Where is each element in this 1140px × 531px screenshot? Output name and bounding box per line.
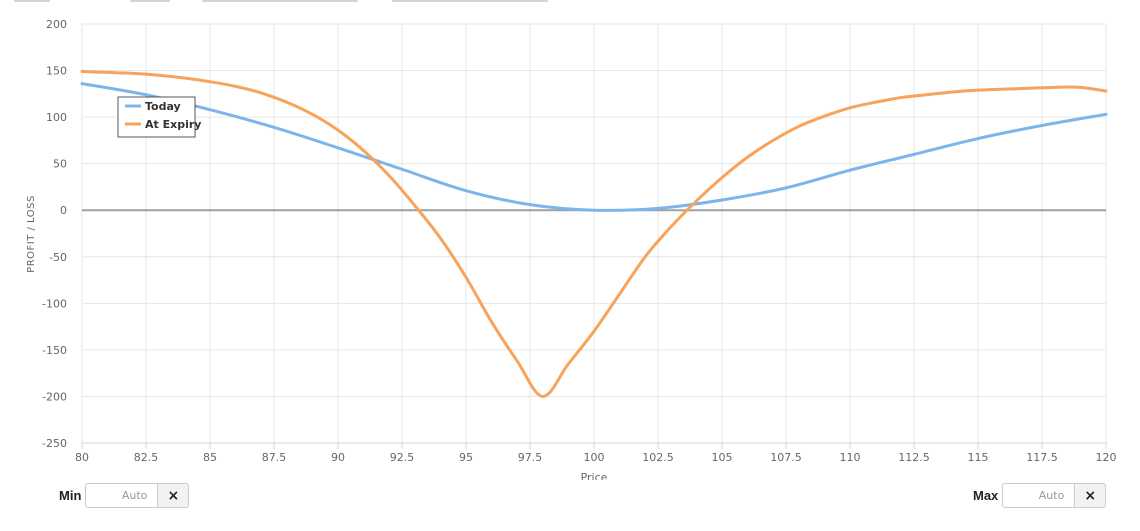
legend-item-today[interactable]: Today bbox=[145, 100, 181, 113]
max-label: Max bbox=[973, 488, 999, 503]
top-tabs bbox=[0, 0, 1140, 4]
max-input[interactable] bbox=[1002, 483, 1075, 508]
x-tick-label: 97.5 bbox=[518, 451, 543, 464]
series-line-at-expiry[interactable] bbox=[80, 69, 1108, 398]
y-tick-label: 100 bbox=[46, 111, 67, 124]
x-tick-label: 112.5 bbox=[898, 451, 930, 464]
y-tick-label: -150 bbox=[42, 344, 67, 357]
x-tick-label: 110 bbox=[840, 451, 861, 464]
min-label: Min bbox=[59, 488, 82, 503]
x-tick-label: 120 bbox=[1096, 451, 1117, 464]
max-clear-button[interactable]: × bbox=[1074, 483, 1107, 508]
x-tick-label: 95 bbox=[459, 451, 473, 464]
y-tick-label: 50 bbox=[53, 158, 67, 171]
x-tick-label: 100 bbox=[584, 451, 605, 464]
y-tick-label: -200 bbox=[42, 390, 67, 403]
x-tick-label: 80 bbox=[75, 451, 89, 464]
series-layer bbox=[80, 69, 1108, 398]
x-tick-label: 102.5 bbox=[642, 451, 674, 464]
x-tick-label: 87.5 bbox=[262, 451, 287, 464]
y-axis-label: PROFIT / LOSS bbox=[26, 195, 37, 273]
y-tick-label: -250 bbox=[42, 437, 67, 450]
x-tick-label: 90 bbox=[331, 451, 345, 464]
chart-legend: Today At Expiry bbox=[117, 96, 201, 138]
x-tick-label: 115 bbox=[968, 451, 989, 464]
y-tick-label: -50 bbox=[49, 251, 67, 264]
x-tick-label: 82.5 bbox=[134, 451, 159, 464]
x-axis-ticks: 80 82.5 85 87.5 90 92.5 95 97.5 100 102.5 105 107.5… bbox=[75, 442, 1117, 464]
min-input[interactable] bbox=[85, 483, 158, 508]
x-tick-label: 92.5 bbox=[390, 451, 415, 464]
profit-loss-chart: 80 82.5 85 87.5 90 92.5 95 97.5 100 102.5 105 107.5… bbox=[26, 18, 1117, 480]
top-tab[interactable] bbox=[130, 0, 170, 2]
y-tick-label: 200 bbox=[46, 18, 67, 31]
legend-box bbox=[117, 96, 196, 138]
y-tick-label: -100 bbox=[42, 297, 67, 310]
y-tick-label: 150 bbox=[46, 65, 67, 78]
y-axis-ticks: 200 150 100 50 0 -50 -100 -150 -200 -250 bbox=[42, 18, 67, 450]
x-tick-label: 105 bbox=[712, 451, 733, 464]
x-axis-label: Price bbox=[581, 471, 608, 480]
x-icon: × bbox=[167, 487, 180, 504]
min-range-control: Min × bbox=[59, 481, 190, 510]
top-tab[interactable] bbox=[14, 0, 50, 2]
top-tab[interactable] bbox=[392, 0, 548, 2]
series-line-today[interactable] bbox=[80, 82, 1108, 212]
y-tick-label: 0 bbox=[60, 204, 67, 217]
legend-item-at-expiry[interactable]: At Expiry bbox=[145, 118, 201, 131]
x-tick-label: 117.5 bbox=[1026, 451, 1058, 464]
x-icon: × bbox=[1084, 487, 1097, 504]
max-range-control: Max × bbox=[973, 481, 1107, 510]
min-clear-button[interactable]: × bbox=[157, 483, 190, 508]
top-tab[interactable] bbox=[202, 0, 358, 2]
x-tick-label: 85 bbox=[203, 451, 217, 464]
x-tick-label: 107.5 bbox=[770, 451, 802, 464]
